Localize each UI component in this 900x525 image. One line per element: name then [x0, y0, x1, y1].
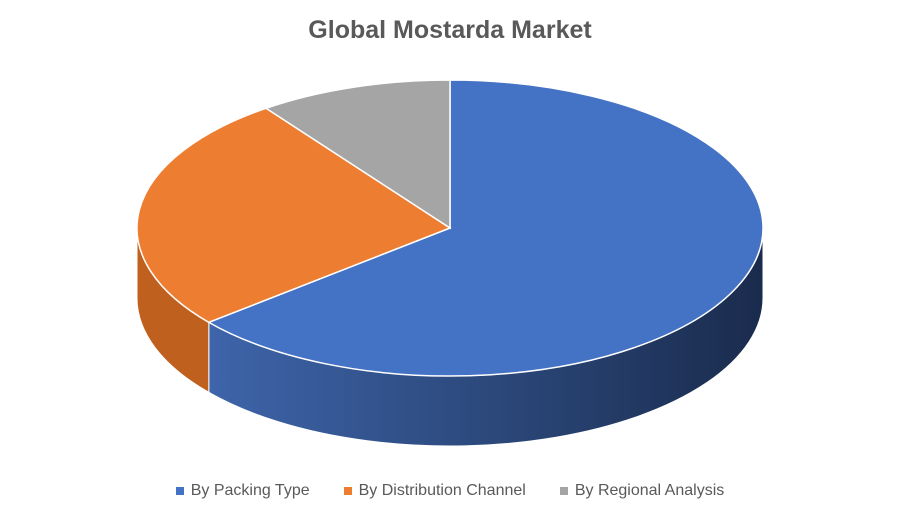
legend-item-regional-analysis: By Regional Analysis — [559, 482, 725, 500]
legend: By Packing Type By Distribution Channel … — [0, 482, 900, 500]
legend-item-packing-type: By Packing Type — [175, 482, 310, 500]
legend-label-regional-analysis: By Regional Analysis — [574, 482, 725, 499]
pie-slice-distribution-channel — [136, 107, 452, 324]
legend-item-distribution-channel: By Distribution Channel — [343, 482, 526, 500]
legend-swatch-distribution-channel — [343, 487, 352, 495]
pie-slices — [136, 79, 764, 377]
pie-slice-packing-type — [207, 79, 764, 377]
legend-label-distribution-channel: By Distribution Channel — [358, 482, 526, 499]
legend-label-packing-type: By Packing Type — [190, 482, 310, 499]
legend-swatch-regional-analysis — [559, 487, 568, 495]
pie-slice-regional-analysis — [264, 79, 451, 230]
chart-title: Global Mostarda Market — [308, 16, 592, 44]
legend-swatch-packing-type — [175, 487, 184, 495]
